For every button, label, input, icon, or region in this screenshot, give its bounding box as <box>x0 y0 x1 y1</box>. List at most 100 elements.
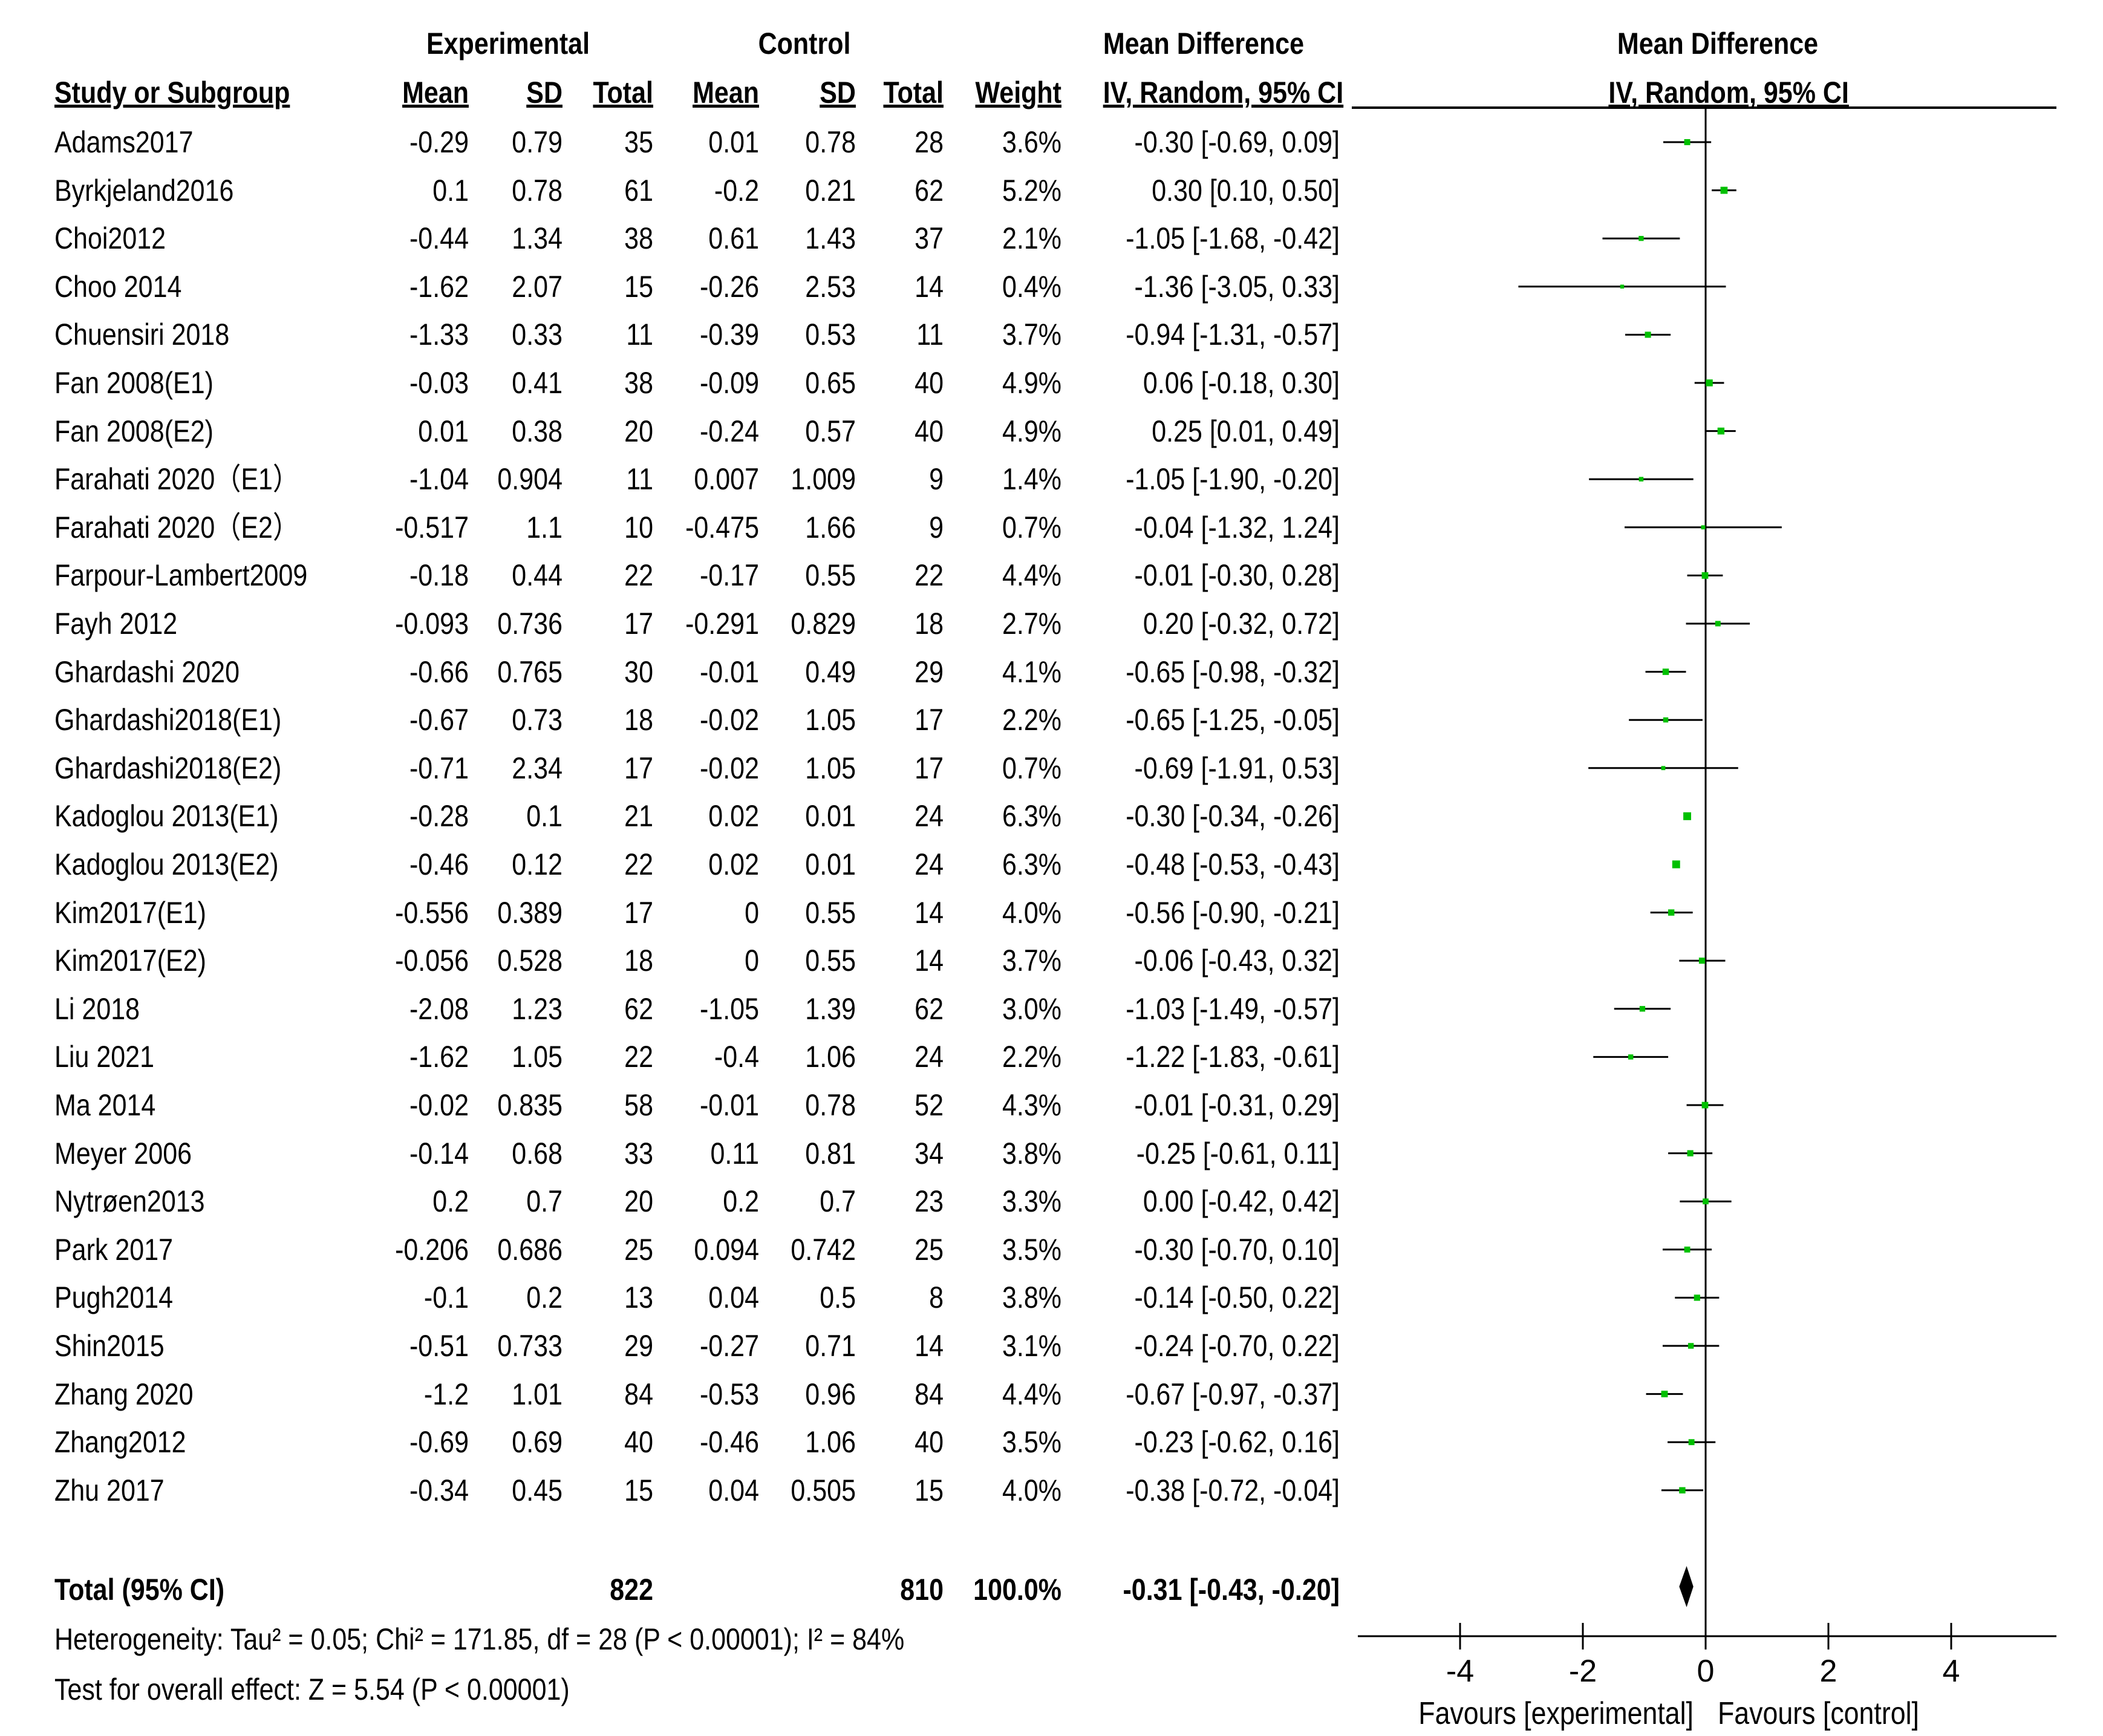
study-weight: 4.9% <box>1002 414 1061 448</box>
experimental-sd: 0.765 <box>497 654 562 689</box>
favours-control-label: Favours [control] <box>1718 1696 1919 1731</box>
control-mean: -0.291 <box>685 607 759 641</box>
experimental-mean: -0.18 <box>409 558 469 593</box>
study-name: Fan 2008(E1) <box>54 366 214 400</box>
study-weight: 3.1% <box>1002 1329 1061 1363</box>
control-total: 9 <box>929 510 944 544</box>
experimental-mean: -1.04 <box>409 462 469 497</box>
control-total: 23 <box>915 1184 944 1219</box>
control-total: 17 <box>915 751 944 785</box>
control-mean: -0.26 <box>699 269 759 304</box>
study-name: Zhang2012 <box>54 1425 186 1460</box>
point-estimate <box>1698 958 1705 964</box>
experimental-total: 11 <box>626 318 653 352</box>
ci-plot-header: IV, Random, 95% CI <box>1608 76 1849 109</box>
control-sd: 0.742 <box>791 1232 856 1267</box>
control-sd: 1.43 <box>805 221 856 256</box>
experimental-mean: -0.093 <box>395 607 469 641</box>
study-name: Nytrøen2013 <box>54 1184 205 1219</box>
study-name: Zhang 2020 <box>54 1377 194 1411</box>
experimental-mean: -0.14 <box>409 1136 469 1170</box>
control-mean: -0.475 <box>685 510 759 544</box>
experimental-sd: 1.1 <box>526 510 562 544</box>
experimental-sd: 0.33 <box>512 318 562 352</box>
control-sd: 0.5 <box>820 1281 856 1315</box>
study-ci: -0.06 [-0.43, 0.32] <box>1134 944 1340 978</box>
experimental-sd: 2.34 <box>512 751 562 785</box>
study-weight: 1.4% <box>1002 462 1061 497</box>
control-total: 14 <box>915 269 944 304</box>
point-estimate <box>1638 477 1644 481</box>
study-name: Fayh 2012 <box>54 607 178 641</box>
control-mean: -0.46 <box>699 1425 759 1460</box>
total1-column-header: Total <box>593 76 653 109</box>
mean2-column-header: Mean <box>693 76 759 109</box>
experimental-total: 33 <box>624 1136 653 1170</box>
study-ci: -0.24 [-0.70, 0.22] <box>1134 1329 1340 1363</box>
point-estimate <box>1688 1439 1695 1446</box>
experimental-sd: 0.904 <box>497 462 562 497</box>
study-name: Meyer 2006 <box>54 1136 192 1170</box>
study-name: Byrkjeland2016 <box>54 173 234 207</box>
study-name: Pugh2014 <box>54 1281 174 1315</box>
study-ci: -0.30 [-0.69, 0.09] <box>1134 125 1340 159</box>
study-weight: 0.7% <box>1002 751 1061 785</box>
control-mean: 0.61 <box>708 221 759 256</box>
control-total: 22 <box>915 558 944 593</box>
control-sd: 2.53 <box>805 269 856 304</box>
control-mean: 0.01 <box>708 125 759 159</box>
study-name: Park 2017 <box>54 1232 174 1267</box>
control-mean: -0.09 <box>699 366 759 400</box>
point-estimate <box>1683 812 1692 820</box>
experimental-total: 17 <box>624 607 653 641</box>
study-name: Choi2012 <box>54 221 166 256</box>
point-estimate <box>1679 1487 1686 1493</box>
point-estimate <box>1684 1246 1691 1253</box>
study-name: Ghardashi2018(E2) <box>54 751 282 785</box>
point-estimate <box>1661 766 1666 771</box>
x-tick-label: -4 <box>1446 1654 1474 1689</box>
control-sd: 1.66 <box>805 510 856 544</box>
study-weight: 4.9% <box>1002 366 1061 400</box>
study-name: Kim2017(E1) <box>54 895 206 930</box>
control-total: 40 <box>915 414 944 448</box>
control-total: 84 <box>915 1377 944 1411</box>
study-weight: 6.3% <box>1002 799 1061 834</box>
experimental-total: 15 <box>624 1473 653 1507</box>
total-ci: -0.31 [-0.43, -0.20] <box>1123 1573 1340 1607</box>
experimental-total: 35 <box>624 125 653 159</box>
experimental-sd: 0.78 <box>512 173 562 207</box>
control-sd: 0.78 <box>805 125 856 159</box>
control-total: 24 <box>915 799 944 834</box>
experimental-sd: 0.44 <box>512 558 562 593</box>
experimental-mean: -1.2 <box>423 1377 469 1411</box>
control-mean: -0.17 <box>699 558 759 593</box>
control-sd: 0.57 <box>805 414 856 448</box>
study-name: Ghardashi2018(E1) <box>54 703 282 737</box>
control-mean: -0.39 <box>699 318 759 352</box>
experimental-total: 18 <box>624 944 653 978</box>
point-estimate <box>1687 1343 1694 1349</box>
study-weight: 2.1% <box>1002 221 1061 256</box>
study-ci: -0.38 [-0.72, -0.04] <box>1126 1473 1340 1507</box>
study-weight: 6.3% <box>1002 847 1061 881</box>
point-estimate <box>1717 427 1725 435</box>
experimental-total: 20 <box>624 1184 653 1219</box>
study-ci: 0.00 [-0.42, 0.42] <box>1143 1184 1340 1219</box>
sd2-column-header: SD <box>820 76 856 109</box>
control-total: 15 <box>915 1473 944 1507</box>
experimental-total: 20 <box>624 414 653 448</box>
study-weight: 3.6% <box>1002 125 1061 159</box>
control-sd: 1.05 <box>805 703 856 737</box>
control-total: 18 <box>915 607 944 641</box>
study-weight: 4.4% <box>1002 558 1061 593</box>
effect-table-header: Mean Difference <box>1103 27 1305 60</box>
study-name: Ma 2014 <box>54 1088 156 1122</box>
control-total: 14 <box>915 1329 944 1363</box>
experimental-mean: -0.66 <box>409 654 469 689</box>
ci-table-header: IV, Random, 95% CI <box>1103 76 1344 109</box>
study-table: Adams2017 -0.29 0.79 35 0.01 0.78 28 3.6% -0.30 … <box>54 125 1340 1507</box>
experimental-mean: 0.01 <box>418 414 469 448</box>
control-total: 62 <box>915 991 944 1026</box>
study-weight: 2.2% <box>1002 703 1061 737</box>
